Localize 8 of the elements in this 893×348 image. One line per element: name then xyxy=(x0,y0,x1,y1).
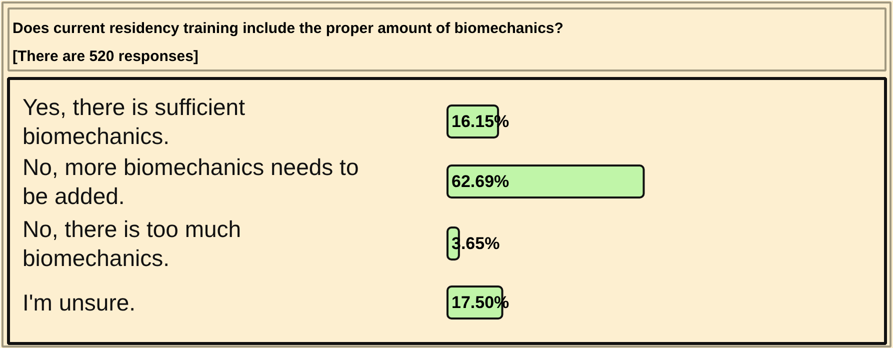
text: [There are 520 responses] xyxy=(12,48,198,65)
y-tick-label: I'm unsure. xyxy=(22,290,136,316)
y-tick-label: No, there is too much biomechanics. xyxy=(22,216,242,271)
bar xyxy=(446,164,645,198)
y-tick-label: No, more biomechanics needs to be added. xyxy=(22,154,359,209)
data-label: 62.69% xyxy=(452,172,510,191)
text: Does current residency training include the proper amount of biomechanics? xyxy=(12,20,564,37)
y-tick-label: Yes, there is sufficient biomechanics. xyxy=(22,94,246,149)
